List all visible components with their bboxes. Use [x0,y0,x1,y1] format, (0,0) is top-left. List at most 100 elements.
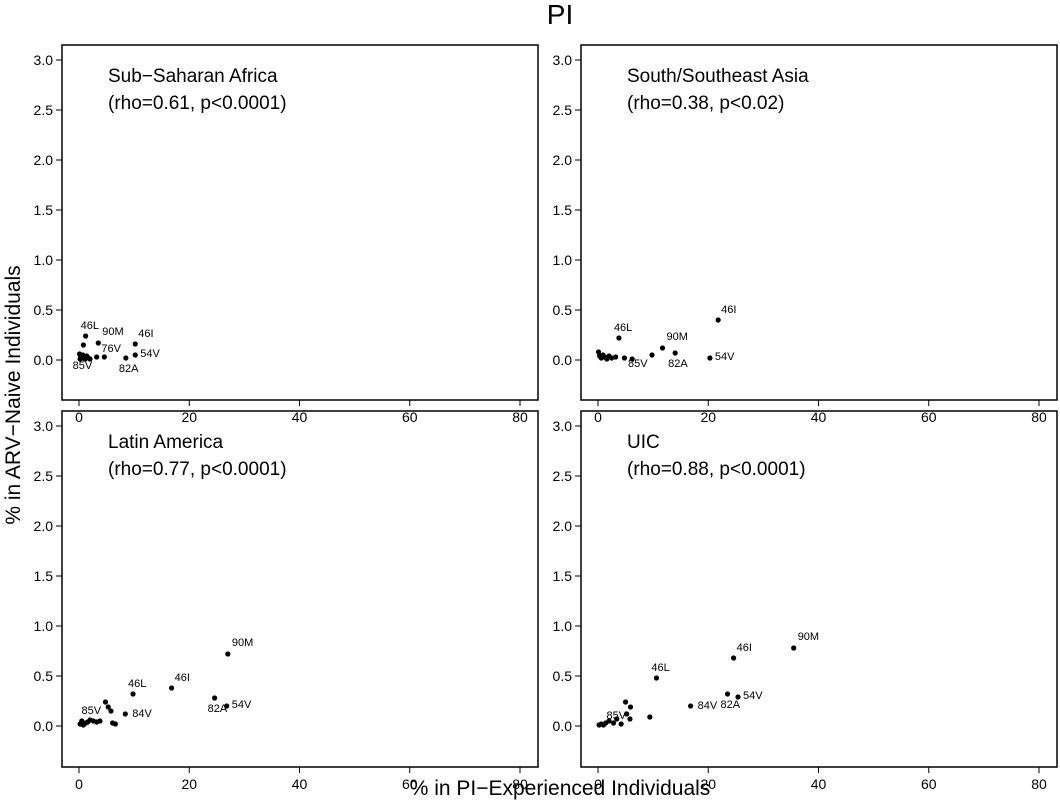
y-tick-label: 0.0 [34,718,54,734]
point-label: 46L [651,662,669,674]
data-point [94,354,100,360]
data-point [595,349,602,355]
panel-title: UIC [627,432,660,453]
point-label: 82A [668,358,688,370]
x-tick-label: 40 [292,776,308,792]
panel-bottom-right: 0.0 0.5 1.0 1.5 2.0 2.5 3.0 0 20 40 60 80 UIC (rho=0.… [553,410,1058,792]
data-point [83,333,89,339]
point-label: 46I [721,304,736,316]
y-tick-label: 1.0 [553,252,573,268]
y-tick-label: 0.0 [34,352,54,368]
panel-title: Latin America [108,432,224,453]
y-tick-label: 0.5 [553,668,573,684]
panel-subtitle: (rho=0.88, p<0.0001) [627,459,806,480]
x-tick-label: 20 [181,409,197,425]
y-tick-label: 3.0 [553,52,573,68]
point-label: 46L [614,322,632,334]
data-point [132,352,138,358]
x-tick-label: 0 [75,776,83,792]
y-tick-label: 0.5 [34,668,54,684]
panel-title: Sub−Saharan Africa [108,66,278,87]
y-tick-label: 1.5 [553,202,573,218]
data-point [627,716,633,722]
x-tick-label: 60 [402,776,418,792]
data-point [101,354,107,360]
data-point [627,704,634,710]
y-tick-label: 0.5 [553,302,573,318]
data-point [130,691,136,697]
y-axis-label: % in ARV−Naive Individuals [2,265,25,524]
data-point [659,345,666,351]
data-point [707,355,713,361]
data-point [132,341,138,347]
point-label: 82A [208,703,228,715]
data-point [606,718,612,724]
y-tick-label: 0.0 [553,352,573,368]
data-point [613,354,619,360]
x-tick-label: 60 [402,409,418,425]
point-label: 54V [140,348,160,360]
x-tick-label: 20 [700,776,716,792]
y-tick-label: 1.5 [34,568,54,584]
point-label: 46L [81,320,99,332]
panel-subtitle: (rho=0.38, p<0.02) [627,93,784,114]
point-label: 76V [101,343,121,355]
point-label: 90M [232,637,253,649]
x-tick-label: 20 [181,776,197,792]
x-tick-label: 0 [594,776,602,792]
x-tick-label: 60 [921,409,937,425]
x-tick-label: 80 [512,409,528,425]
point-label: 46L [128,678,146,690]
data-point [112,721,118,727]
x-axis-label: % in PI−Experienced Individuals [410,777,711,800]
x-tick-label: 80 [512,776,528,792]
data-point [105,704,111,710]
x-tick-label: 80 [1031,776,1047,792]
point-label: 82A [721,699,741,711]
data-point [80,342,87,348]
data-point [731,655,737,661]
data-point [621,355,628,361]
y-tick-label: 0.0 [553,718,573,734]
y-tick-label: 3.0 [553,418,573,434]
point-label: 46I [737,642,752,654]
data-point [724,691,731,697]
panel-top-left: 0.0 0.5 1.0 1.5 2.0 2.5 3.0 0 20 40 60 80 Sub−Sahara… [34,44,539,425]
y-tick-label: 1.5 [553,568,573,584]
y-tick-label: 1.0 [34,618,54,634]
point-label: 54V [232,699,252,711]
y-tick-label: 1.0 [553,618,573,634]
data-point [653,675,660,681]
data-point [688,703,694,709]
y-tick-label: 1.5 [34,202,54,218]
data-point [616,335,622,341]
y-tick-label: 2.0 [34,152,54,168]
data-point [224,703,230,709]
data-point [735,694,741,700]
point-label: 54V [743,690,763,702]
data-point [123,355,129,361]
data-point [108,708,114,714]
figure-title: PI [547,0,573,30]
data-point [225,651,231,657]
x-tick-label: 20 [700,409,716,425]
data-point [622,699,629,705]
point-label: 85V [81,705,101,717]
point-label: 90M [798,631,819,643]
y-tick-label: 1.0 [34,252,54,268]
y-tick-label: 2.5 [553,468,573,484]
y-tick-label: 0.5 [34,302,54,318]
data-point [629,356,635,362]
data-point [87,356,93,362]
y-tick-label: 2.0 [553,518,573,534]
data-point [169,685,175,691]
y-tick-label: 2.5 [34,468,54,484]
x-tick-label: 40 [292,409,308,425]
data-point [649,352,655,358]
x-tick-label: 40 [811,776,827,792]
data-point [618,721,624,727]
point-label: 84V [132,708,152,720]
data-point [647,714,653,720]
data-point [614,716,620,722]
